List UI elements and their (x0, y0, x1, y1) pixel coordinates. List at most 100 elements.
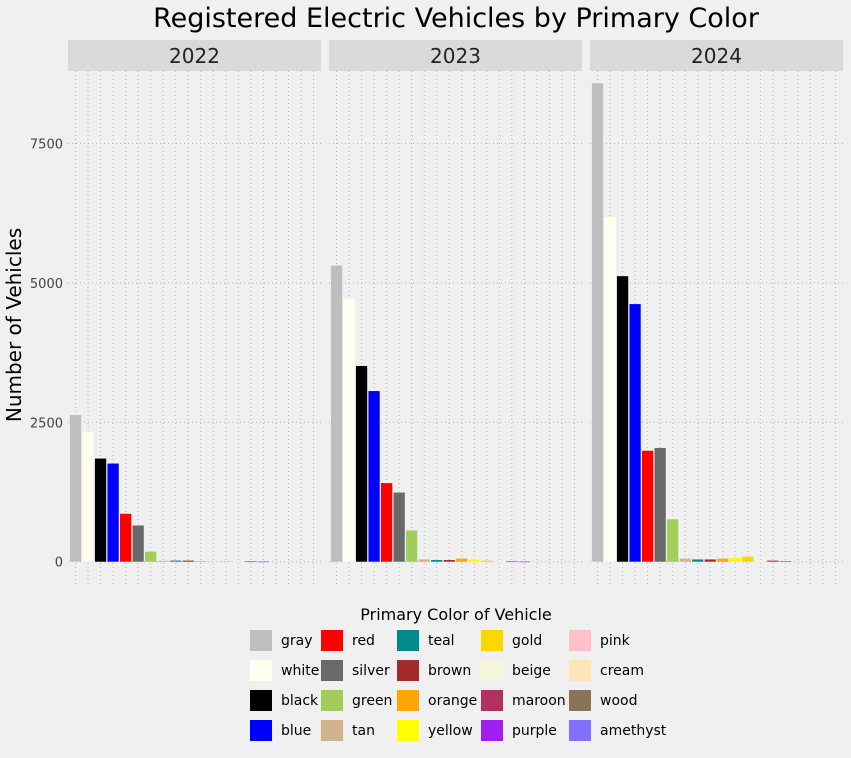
bar-purple (518, 561, 531, 563)
bar-white (343, 298, 355, 562)
bar-tan (418, 559, 430, 562)
facet-panel-2023: 2023 (329, 40, 582, 584)
bar-silver (393, 492, 405, 562)
bar-red (641, 450, 654, 562)
bar-white (82, 431, 94, 562)
bar-silver (654, 447, 666, 562)
facet-strip-label: 2023 (430, 44, 481, 68)
legend-swatch (569, 690, 591, 711)
bar-maroon (245, 561, 257, 563)
legend-label: amethyst (600, 723, 667, 739)
bar-green (667, 519, 679, 562)
legend-item-beige: beige (481, 660, 551, 681)
legend: gray white black blue red silver green tan teal b… (250, 630, 667, 741)
bar-yellow (207, 561, 219, 562)
legend-title: Primary Color of Vehicle (360, 605, 552, 624)
legend-label: white (281, 663, 319, 679)
legend-label: brown (428, 663, 471, 679)
bar-brown (704, 559, 716, 562)
bar-teal (170, 560, 182, 562)
legend-label: beige (512, 663, 551, 679)
bar-brown (443, 560, 455, 562)
legend-swatch (481, 660, 503, 681)
legend-swatch (250, 660, 272, 681)
legend-item-maroon: maroon (481, 690, 566, 711)
legend-item-black: black (250, 690, 319, 711)
bar-tan (157, 560, 169, 562)
bar-blue (368, 391, 380, 562)
legend-item-blue: blue (250, 720, 311, 741)
bar-white (604, 217, 616, 562)
facet-strip (68, 40, 321, 71)
bar-teal (431, 560, 443, 562)
bar-purple (779, 561, 792, 563)
legend-swatch (397, 720, 419, 741)
facet-panel-2022: 2022 (68, 40, 321, 584)
bar-beige (754, 559, 766, 562)
legend-swatch (481, 690, 503, 711)
legend-swatch (397, 690, 419, 711)
legend-item-green: green (321, 690, 392, 711)
y-tick-label: 0 (55, 556, 63, 571)
legend-item-wood: wood (569, 690, 637, 711)
bar-gray (330, 265, 343, 562)
legend-item-white: white (250, 660, 319, 681)
y-axis-ticks: 0 2500 5000 7500 (30, 137, 63, 570)
legend-swatch (250, 630, 272, 651)
bar-purple (257, 561, 270, 563)
bar-red (380, 483, 393, 562)
bar-maroon (767, 560, 779, 562)
legend-swatch (321, 690, 343, 711)
legend-item-purple: purple (481, 720, 557, 741)
bar-blue (107, 463, 119, 562)
bar-gold (742, 556, 754, 562)
legend-item-yellow: yellow (397, 720, 473, 741)
facet-strip (590, 40, 843, 71)
legend-swatch (569, 660, 591, 681)
legend-label: teal (428, 633, 455, 649)
legend-label: silver (352, 663, 390, 679)
legend-label: tan (352, 723, 375, 739)
legend-swatch (321, 720, 343, 741)
legend-label: red (352, 633, 375, 649)
facet-panels: 2022 2023 2024 (68, 40, 843, 584)
bar-gray (69, 415, 82, 562)
bar-yellow (468, 559, 480, 562)
legend-item-gray: gray (250, 630, 313, 651)
facet-strip (329, 40, 582, 71)
bar-red (119, 513, 132, 562)
legend-label: wood (600, 693, 637, 709)
legend-item-red: red (321, 630, 375, 651)
legend-swatch (481, 720, 503, 741)
bar-beige (493, 560, 505, 562)
bar-beige (232, 561, 244, 563)
bar-black (94, 458, 107, 562)
bar-orange (456, 558, 468, 562)
legend-item-brown: brown (397, 660, 471, 681)
bar-teal (692, 559, 704, 562)
legend-swatch (250, 720, 272, 741)
bar-gold (481, 560, 493, 562)
bar-silver (132, 525, 144, 562)
bar-green (145, 551, 157, 562)
legend-label: gold (512, 633, 542, 649)
legend-item-amethyst: amethyst (569, 720, 667, 741)
legend-swatch (569, 720, 591, 741)
legend-item-silver: silver (321, 660, 390, 681)
legend-label: orange (428, 693, 477, 709)
legend-swatch (481, 630, 503, 651)
bar-green (406, 530, 418, 562)
bar-orange (195, 561, 207, 562)
bar-gray (591, 83, 604, 562)
legend-swatch (397, 660, 419, 681)
bar-blue (629, 304, 641, 562)
legend-swatch (397, 630, 419, 651)
bar-orange (717, 558, 729, 562)
chart-title: Registered Electric Vehicles by Primary … (153, 3, 760, 34)
legend-swatch (321, 630, 343, 651)
legend-item-tan: tan (321, 720, 375, 741)
bar-gold (220, 561, 232, 563)
legend-label: black (281, 693, 319, 709)
legend-item-cream: cream (569, 660, 644, 681)
